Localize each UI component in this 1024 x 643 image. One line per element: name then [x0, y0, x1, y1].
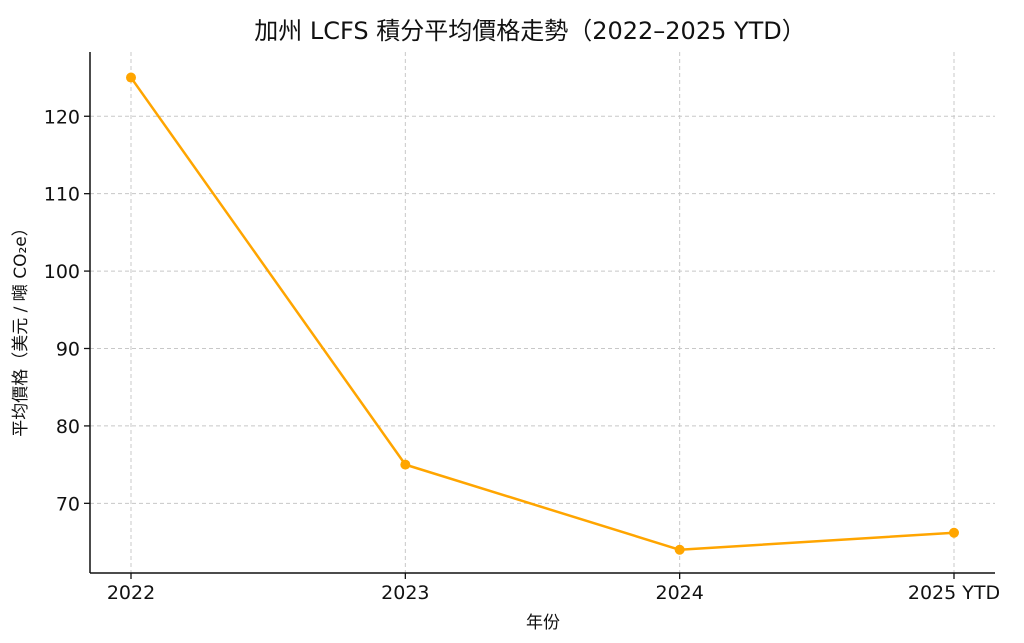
- axes: [89, 52, 995, 574]
- y-axis-label: 平均價格（美元 / 噸 CO₂e）: [11, 219, 31, 436]
- x-axis-ticks: 2022 2023 2024 2025 YTD: [107, 573, 1000, 604]
- data-point-2022: [126, 72, 136, 83]
- y-tick-label-110: 110: [44, 184, 80, 206]
- series-line-0: [129, 76, 956, 552]
- grid: [90, 52, 995, 573]
- x-tick-label-3: 2025 YTD: [908, 582, 1000, 604]
- y-tick-label-90: 90: [56, 338, 80, 360]
- x-tick-label-0: 2022: [107, 582, 155, 604]
- y-tick-label-100: 100: [44, 261, 80, 283]
- y-tick-label-80: 80: [56, 416, 80, 438]
- x-axis-label: 年份: [526, 613, 560, 633]
- y-axis-ticks: 70 80 90 100 110 120: [44, 106, 90, 515]
- x-tick-label-2: 2024: [655, 582, 703, 604]
- y-tick-label-70: 70: [56, 493, 80, 515]
- chart-title: 加州 LCFS 積分平均價格走勢（2022–2025 YTD）: [254, 17, 806, 45]
- data-point-2025-ytd: [949, 527, 959, 538]
- series-layer: [126, 72, 959, 555]
- data-point-2024: [674, 544, 685, 555]
- x-tick-label-1: 2023: [381, 582, 429, 604]
- data-point-2023: [400, 459, 411, 470]
- y-tick-label-120: 120: [44, 106, 80, 128]
